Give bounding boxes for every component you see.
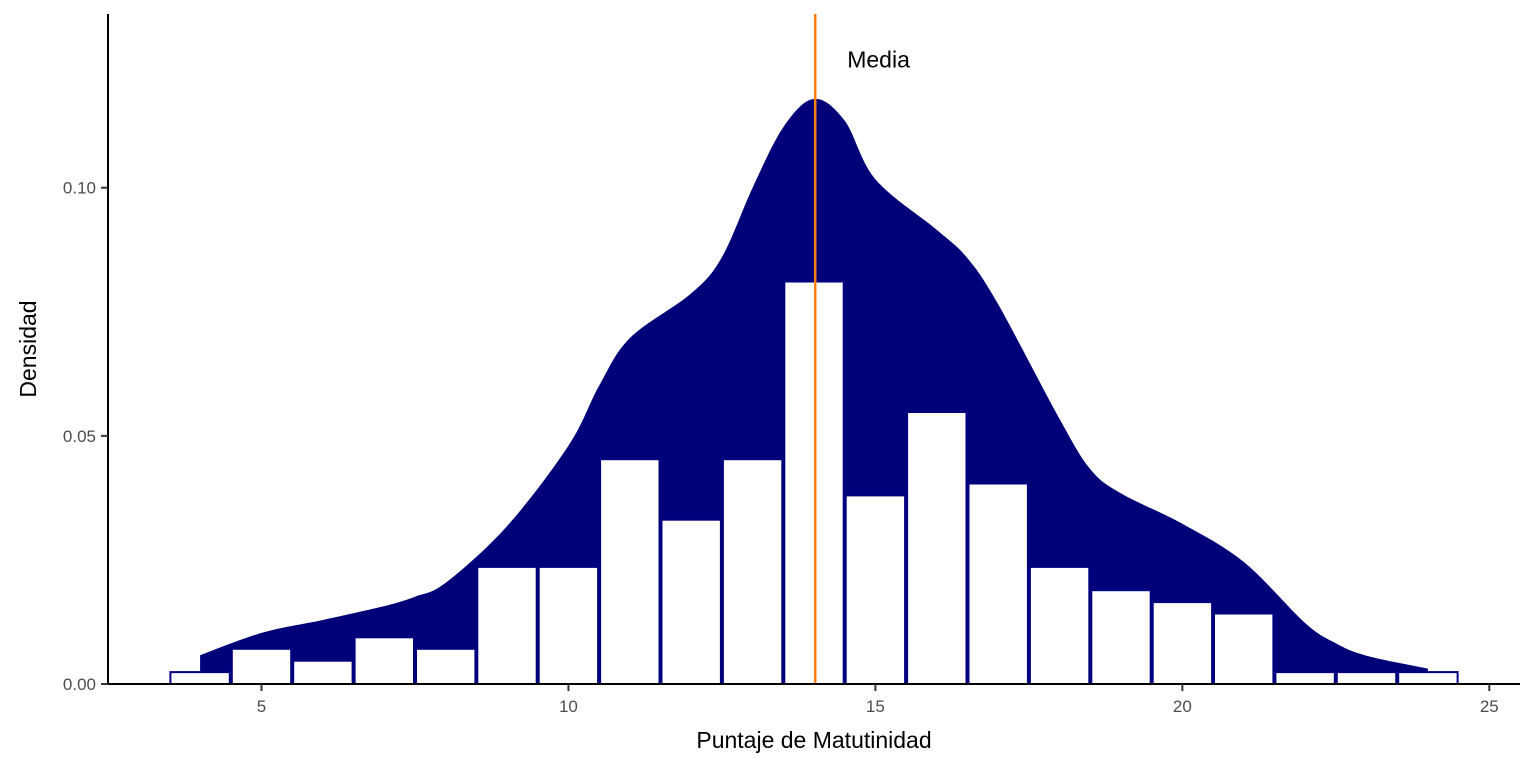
mean-annotation: Media [847, 47, 910, 73]
axes: 5 10 15 20 25 0.00 0.05 0.10 [63, 14, 1520, 716]
histogram-bar [230, 647, 293, 685]
histogram-bar [1151, 601, 1214, 685]
histogram-bar [169, 671, 231, 685]
histogram-bar [537, 565, 600, 686]
histogram-bar [1335, 671, 1398, 685]
x-axis-title: Puntaje de Matutinidad [696, 727, 931, 753]
y-axis-title: Densidad [15, 300, 41, 397]
histogram-bar [292, 659, 354, 686]
histogram-bar [1028, 565, 1091, 686]
y-tick-label: 0.10 [63, 179, 96, 198]
histogram-bar [967, 482, 1029, 685]
histogram-bar [1090, 589, 1152, 686]
x-tick-label: 5 [257, 697, 266, 716]
histogram-bar [353, 636, 416, 685]
histogram-bar [476, 565, 538, 686]
histogram-bar [721, 458, 784, 686]
y-tick-label: 0.05 [63, 427, 96, 446]
x-tick-label: 20 [1173, 697, 1192, 716]
histogram-bar [1397, 671, 1459, 685]
histogram-bar [906, 411, 968, 685]
histogram-bar [660, 518, 722, 686]
x-tick-label: 15 [866, 697, 885, 716]
histogram-bar [415, 647, 477, 685]
x-tick-label: 25 [1480, 697, 1499, 716]
x-tick-label: 10 [559, 697, 578, 716]
histogram-bar [1274, 671, 1336, 685]
y-tick-label: 0.00 [63, 675, 96, 694]
histogram-bar [599, 458, 661, 686]
histogram-bar [1213, 612, 1275, 685]
histogram-bar [844, 494, 907, 685]
